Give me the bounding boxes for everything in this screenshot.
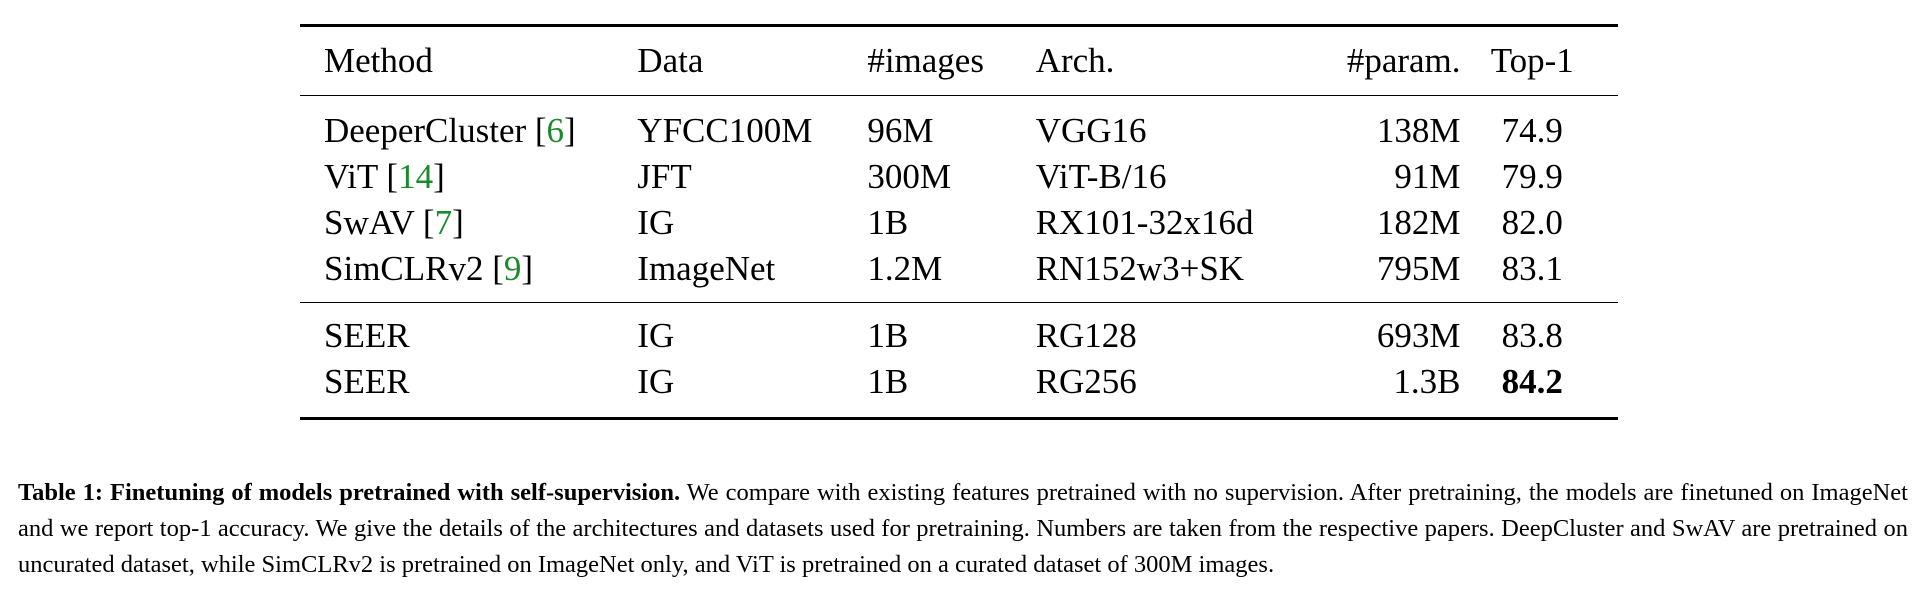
arch-cell: ViT-B/16	[1035, 157, 1167, 196]
images-cell: 1B	[867, 316, 909, 355]
table-row: SimCLRv2 [9] ImageNet 1.2M RN152w3+SK 79…	[300, 246, 1618, 303]
header-arch: Arch.	[1035, 41, 1115, 80]
data-cell: IG	[637, 203, 675, 242]
citation-link[interactable]: 14	[398, 157, 434, 196]
param-cell: 693M	[1376, 316, 1461, 355]
top1-cell: 83.1	[1501, 249, 1563, 288]
results-table-container: Method Data #images Arch. #param. Top-1 …	[300, 24, 1618, 420]
table-row: SEER IG 1B RG128 693M 83.8	[300, 302, 1618, 360]
header-images: #images	[867, 41, 984, 80]
param-cell: 182M	[1376, 203, 1461, 242]
data-cell: YFCC100M	[637, 111, 813, 150]
method-name: ViT	[324, 157, 378, 196]
citation-link[interactable]: 6	[546, 111, 565, 150]
table-row: SEER IG 1B RG256 1.3B 84.2	[300, 359, 1618, 419]
images-cell: 1B	[867, 203, 909, 242]
arch-cell: RG128	[1035, 316, 1137, 355]
param-cell: 795M	[1376, 249, 1461, 288]
images-cell: 1B	[867, 362, 909, 401]
arch-cell: RN152w3+SK	[1035, 249, 1245, 288]
images-cell: 300M	[867, 157, 951, 196]
top1-cell: 82.0	[1501, 203, 1563, 242]
arch-cell: VGG16	[1035, 111, 1147, 150]
citation-link[interactable]: 7	[434, 203, 453, 242]
caption-text: We compare with existing features pretra…	[18, 478, 1908, 578]
param-cell: 138M	[1376, 111, 1461, 150]
method-cell: SEER	[324, 316, 410, 355]
param-cell: 91M	[1394, 157, 1461, 196]
data-cell: IG	[637, 316, 675, 355]
header-top1: Top-1	[1490, 41, 1574, 80]
method-name: SwAV	[324, 203, 415, 242]
data-cell: ImageNet	[637, 249, 776, 288]
table-row: DeeperCluster [6] YFCC100M 96M VGG16 138…	[300, 95, 1618, 155]
arch-cell: RG256	[1035, 362, 1137, 401]
images-cell: 96M	[867, 111, 934, 150]
header-data: Data	[637, 41, 704, 80]
header-param: #param.	[1346, 41, 1461, 80]
method-cell: SwAV [7]	[324, 203, 464, 242]
method-name: DeeperCluster	[324, 111, 527, 150]
method-cell: ViT [14]	[324, 157, 445, 196]
caption-label: Table 1: Finetuning of models pretrained…	[18, 478, 681, 506]
results-table: Method Data #images Arch. #param. Top-1 …	[300, 24, 1618, 420]
top1-cell: 79.9	[1501, 157, 1563, 196]
header-method: Method	[324, 41, 433, 80]
method-cell: SEER	[324, 362, 410, 401]
method-cell: SimCLRv2 [9]	[324, 249, 534, 288]
method-cell: DeeperCluster [6]	[324, 111, 576, 150]
table-header-row: Method Data #images Arch. #param. Top-1	[300, 25, 1618, 96]
top1-cell: 83.8	[1501, 316, 1563, 355]
data-cell: JFT	[637, 157, 692, 196]
top1-cell: 74.9	[1501, 111, 1563, 150]
table-row: SwAV [7] IG 1B RX101-32x16d 182M 82.0	[300, 200, 1618, 246]
table-caption: Table 1: Finetuning of models pretrained…	[18, 475, 1908, 583]
data-cell: IG	[637, 362, 675, 401]
table-row: ViT [14] JFT 300M ViT-B/16 91M 79.9	[300, 154, 1618, 200]
top1-cell-best: 84.2	[1501, 362, 1563, 401]
arch-cell: RX101-32x16d	[1035, 203, 1254, 242]
param-cell: 1.3B	[1393, 362, 1461, 401]
images-cell: 1.2M	[867, 249, 943, 288]
method-name: SimCLRv2	[324, 249, 484, 288]
citation-link[interactable]: 9	[503, 249, 522, 288]
